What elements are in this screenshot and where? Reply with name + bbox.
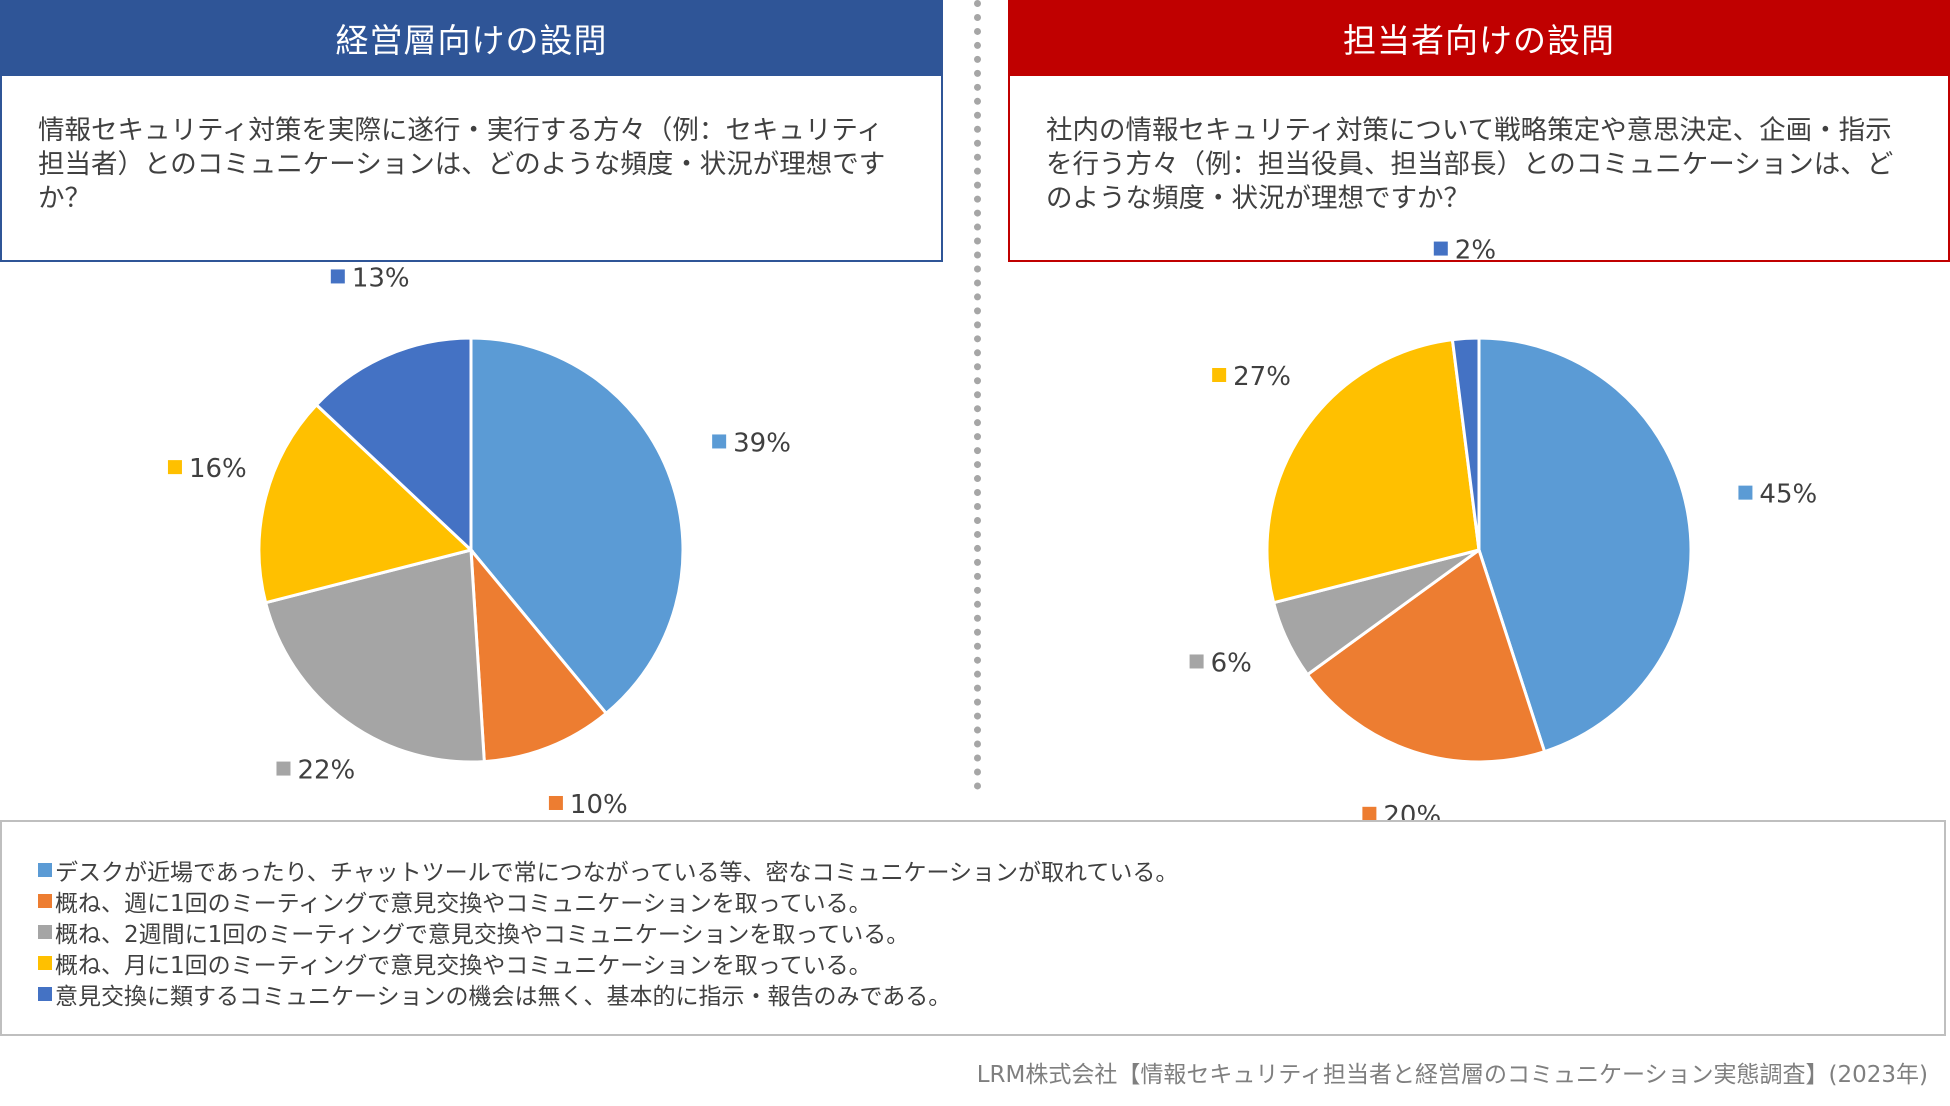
source-note: LRM株式会社【情報セキュリティ担当者と経営層のコミュニケーション実態調査】(2…: [976, 1062, 1928, 1088]
pie-slice: [469, 336, 685, 716]
legend: デスクが近場であったり、チャットツールで常につながっている等、密なコミュニケーシ…: [0, 820, 1946, 1036]
data-label: 20%: [1383, 801, 1441, 820]
legend-swatch: [38, 893, 52, 908]
pie-slice: [1305, 547, 1547, 764]
data-label-swatch: [276, 761, 291, 776]
data-label-swatch: [330, 269, 345, 284]
data-label: 22%: [297, 756, 355, 786]
data-label-swatch: [167, 460, 182, 475]
data-label-swatch: [1738, 485, 1753, 500]
pie-slice: [469, 545, 609, 764]
pie-slice: [1265, 337, 1481, 605]
data-label: 39%: [733, 428, 791, 458]
pie-slice: [257, 402, 475, 605]
right-panel-title: 担当者向けの設問: [1008, 0, 1950, 76]
legend-label: 概ね、2週間に1回のミーティングで意見交換やコミュニケーションを取っている。: [55, 921, 910, 948]
pie-slice: [1477, 336, 1693, 754]
data-label-swatch: [548, 795, 563, 810]
legend-item: 概ね、月に1回のミーティングで意見交換やコミュニケーションを取っている。: [38, 947, 1944, 979]
legend-label: 意見交換に類するコミュニケーションの機会は無く、基本的に指示・報告のみである。: [55, 983, 952, 1010]
data-label: 13%: [352, 263, 410, 293]
data-label-swatch: [1433, 241, 1448, 256]
legend-swatch: [38, 924, 52, 939]
data-label: 6%: [1211, 648, 1252, 678]
legend-label: 概ね、週に1回のミーティングで意見交換やコミュニケーションを取っている。: [55, 890, 872, 917]
data-label: 45%: [1759, 480, 1817, 510]
legend-item: 概ね、週に1回のミーティングで意見交換やコミュニケーションを取っている。: [38, 885, 1944, 917]
left-question-panel: 経営層向けの設問 情報セキュリティ対策を実際に遂行・実行する方々（例：セキュリテ…: [0, 0, 943, 264]
left-question-text: 情報セキュリティ対策を実際に遂行・実行する方々（例：セキュリティ担当者）とのコミ…: [0, 76, 943, 262]
pie-chart-executives: 39% 10% 22% 16% 13%: [167, 263, 791, 820]
pie-slice: [263, 548, 486, 764]
legend-label: デスクが近場であったり、チャットツールで常につながっている等、密なコミュニケーシ…: [55, 859, 1179, 886]
pie-slice: [1450, 336, 1481, 551]
panel-divider: [974, 0, 981, 790]
right-question-panel: 担当者向けの設問 社内の情報セキュリティ対策について戦略策定や意思決定、企画・指…: [1008, 0, 1950, 264]
legend-item: 概ね、2週間に1回のミーティングで意見交換やコミュニケーションを取っている。: [38, 916, 1944, 948]
pie-charts: 39% 10% 22% 16% 13% 45% 20% 6% 27% 2%: [167, 236, 1817, 820]
pie-chart-staff: 45% 20% 6% 27% 2%: [1189, 236, 1817, 820]
data-label-swatch: [712, 434, 727, 449]
data-label: 2%: [1455, 236, 1496, 266]
right-question-text: 社内の情報セキュリティ対策について戦略策定や意思決定、企画・指示を行う方々（例：…: [1008, 76, 1950, 262]
data-label-swatch: [1189, 654, 1204, 669]
legend-item: 意見交換に類するコミュニケーションの機会は無く、基本的に指示・報告のみである。: [38, 978, 1944, 1010]
data-label-swatch: [1362, 806, 1377, 820]
legend-swatch: [38, 986, 52, 1001]
legend-item: デスクが近場であったり、チャットツールで常につながっている等、密なコミュニケーシ…: [38, 854, 1944, 886]
data-label: 27%: [1233, 362, 1291, 392]
legend-swatch: [38, 862, 52, 877]
data-label: 16%: [189, 454, 247, 484]
legend-swatch: [38, 955, 52, 970]
pie-slice: [314, 336, 473, 554]
left-panel-title: 経営層向けの設問: [0, 0, 943, 76]
data-label-swatch: [1212, 367, 1227, 382]
data-label: 10%: [570, 790, 628, 820]
legend-label: 概ね、月に1回のミーティングで意見交換やコミュニケーションを取っている。: [55, 952, 872, 979]
